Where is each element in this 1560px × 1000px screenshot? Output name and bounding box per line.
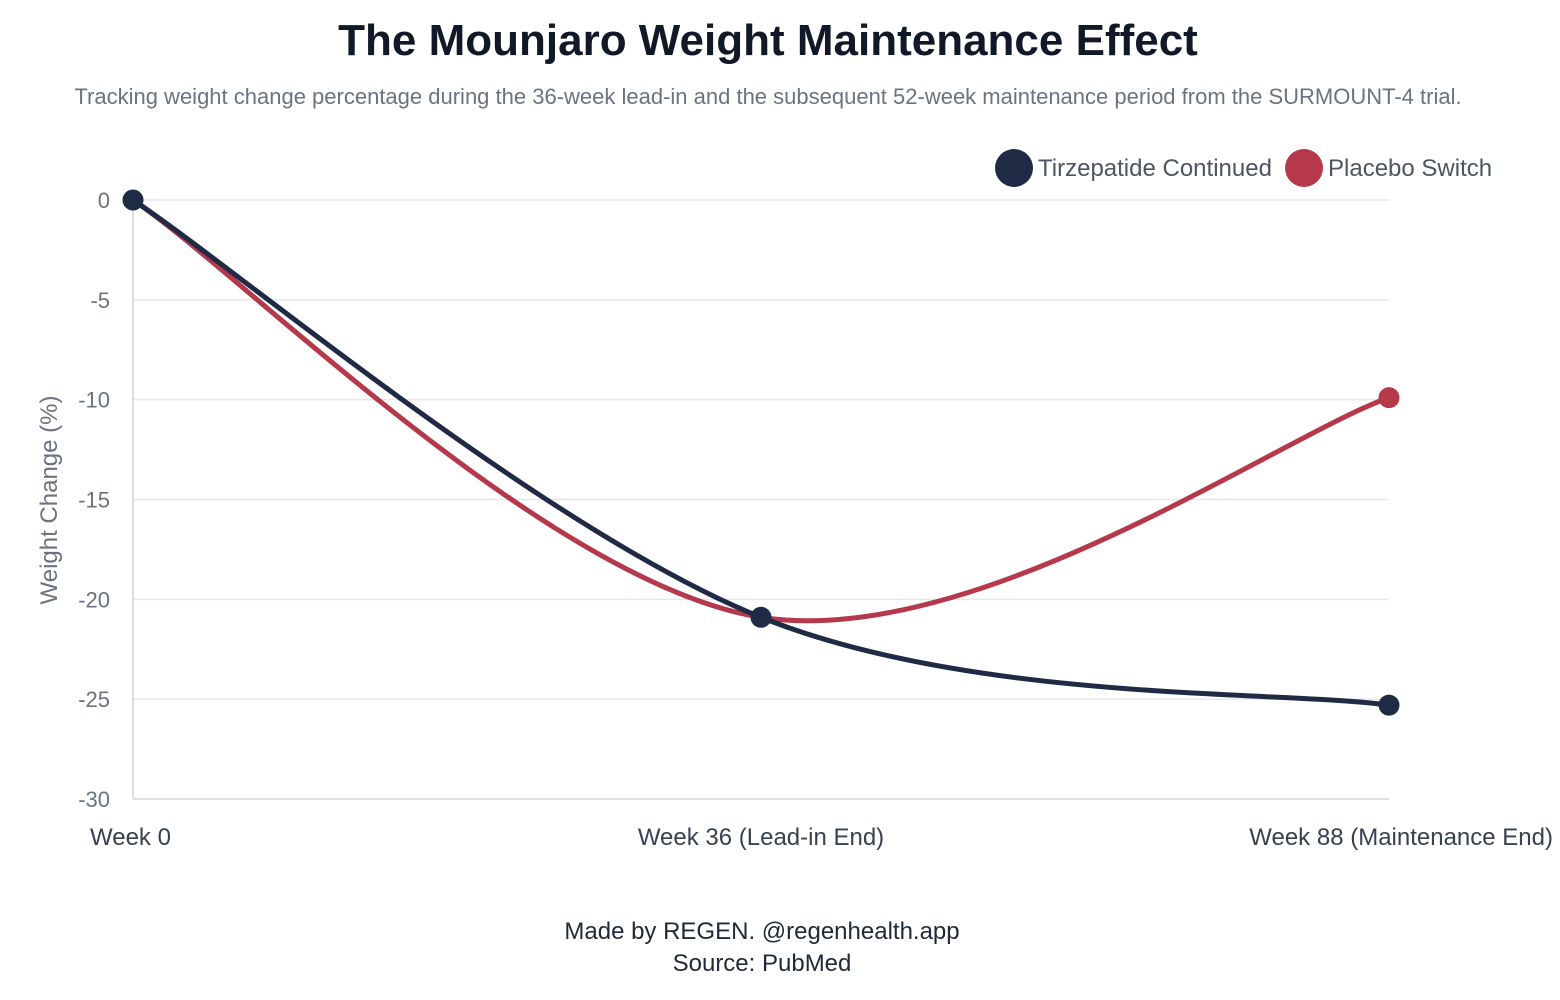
footer-source: Source: PubMed (672, 950, 852, 977)
legend-item: Tirzepatide Continued (995, 149, 1272, 187)
series-lines (122, 189, 1400, 716)
x-tick-label: Week 36 (Lead-in End) (638, 824, 884, 851)
legend-marker (995, 149, 1033, 187)
weight-change-chart: 0 -5 -10 -15 -20 -25 -30 Week 0 Week 36 (Lead-i… (36, 149, 1553, 851)
chart-subtitle: Tracking weight change percentage during… (74, 84, 1462, 109)
axes (132, 200, 1389, 800)
footer-credit: Made by REGEN. @regenhealth.app (564, 918, 960, 945)
legend-marker (1285, 149, 1323, 187)
y-tick-label: -20 (78, 587, 110, 612)
data-point (1378, 694, 1400, 716)
legend-label: Tirzepatide Continued (1038, 155, 1272, 182)
y-axis-label: Weight Change (%) (36, 396, 63, 605)
chart-title: The Mounjaro Weight Maintenance Effect (338, 16, 1198, 65)
legend-item: Placebo Switch (1285, 149, 1492, 187)
y-tick-labels: 0 -5 -10 -15 -20 -25 -30 (78, 188, 110, 812)
series-line-placebo (130, 197, 1392, 624)
y-tick-label: -10 (78, 388, 110, 413)
legend-label: Placebo Switch (1328, 155, 1492, 182)
series-line-tirzepatide (130, 197, 1392, 708)
data-point (122, 189, 144, 211)
y-tick-label: -5 (90, 288, 110, 313)
x-tick-label: Week 88 (Maintenance End) (1249, 824, 1553, 851)
data-point (750, 606, 772, 628)
grid-lines (133, 199, 1389, 700)
y-tick-label: -15 (78, 488, 110, 513)
x-tick-label: Week 0 (90, 824, 171, 851)
y-tick-label: -25 (78, 687, 110, 712)
y-tick-label: 0 (98, 188, 110, 213)
data-point (1378, 387, 1400, 409)
legend: Tirzepatide Continued Placebo Switch (995, 149, 1492, 187)
y-tick-label: -30 (78, 787, 110, 812)
x-tick-labels: Week 0 Week 36 (Lead-in End) Week 88 (Main… (90, 824, 1553, 851)
